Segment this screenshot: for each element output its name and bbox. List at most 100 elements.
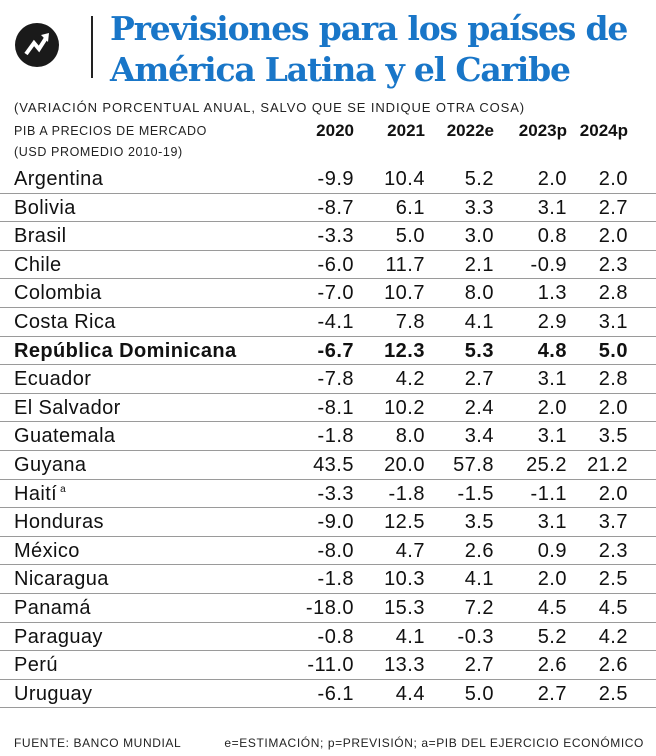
value-cell: -0.9: [530, 253, 567, 276]
value-cell: -3.3: [317, 482, 354, 505]
value-cell: 25.2: [526, 453, 567, 476]
country-label: Bolivia: [14, 196, 76, 219]
value-cell: -1.8: [317, 425, 354, 448]
value-cell: 12.5: [384, 511, 425, 534]
country-label: República Dominicana: [14, 339, 237, 362]
country-name: Panamá: [14, 597, 91, 620]
value-cell: 10.2: [384, 396, 425, 419]
source-note: FUENTE: BANCO MUNDIAL: [14, 736, 182, 750]
country-name: Guatemala: [14, 425, 115, 448]
data-table: Argentina -9.9 10.4 5.2 2.0 2.0 Bolivia -8.7 6.1…: [0, 165, 656, 709]
value-cell: -1.5: [457, 482, 494, 505]
value-cell: 5.0: [598, 339, 628, 362]
value-cell: -11.0: [307, 654, 354, 677]
header: Previsiones para los países de América L…: [0, 0, 656, 96]
value-cell: 43.5: [313, 453, 354, 476]
header-divider: [91, 16, 93, 78]
value-cell: -18.0: [305, 596, 354, 619]
value-cell: -9.9: [317, 168, 354, 190]
country-name: Nicaragua: [14, 568, 109, 591]
country-label: Paraguay: [14, 625, 103, 648]
value-cell: 2.7: [464, 654, 494, 677]
value-cell: 5.0: [464, 682, 494, 705]
country-name: México: [14, 540, 80, 563]
value-cell: 2.0: [598, 168, 628, 190]
value-cell: 7.8: [395, 310, 425, 333]
value-cell: 21.2: [587, 453, 628, 476]
value-cell: 3.1: [537, 511, 567, 534]
country-name: Ecuador: [14, 368, 91, 391]
country-label: Ecuador: [14, 368, 92, 391]
table-row: Bolivia -8.7 6.1 3.3 3.1 2.7: [0, 194, 656, 223]
value-cell: 20.0: [384, 453, 425, 476]
country-name: Guyana: [14, 454, 86, 477]
table-row: Haití a -3.3 -1.8 -1.5 -1.1 2.0: [0, 480, 656, 509]
value-cell: -1.8: [317, 568, 354, 591]
country-label: Costa Rica: [14, 310, 116, 333]
value-cell: 0.8: [537, 225, 567, 248]
value-cell: 3.7: [598, 511, 628, 534]
value-cell: 4.1: [464, 568, 494, 591]
value-cell: 10.3: [384, 568, 425, 591]
value-cell: 2.0: [598, 482, 628, 505]
table-row: Perú -11.0 13.3 2.7 2.6 2.6: [0, 651, 656, 680]
value-cell: 2.5: [598, 682, 628, 705]
year-header-2022e: 2022e: [446, 121, 494, 140]
value-cell: 10.7: [384, 282, 425, 305]
value-cell: -6.0: [317, 253, 354, 276]
value-cell: 4.1: [464, 310, 494, 333]
value-cell: 2.3: [598, 539, 628, 562]
value-cell: -0.8: [317, 625, 354, 648]
page-title: Previsiones para los países de América L…: [110, 8, 650, 90]
value-cell: 2.7: [537, 682, 567, 705]
table-row: Honduras -9.0 12.5 3.5 3.1 3.7: [0, 508, 656, 537]
value-cell: 2.8: [598, 282, 628, 305]
country-label: Guatemala: [14, 425, 116, 448]
value-cell: 2.6: [537, 654, 567, 677]
table-row: Nicaragua -1.8 10.3 4.1 2.0 2.5: [0, 565, 656, 594]
country-label: Argentina: [14, 168, 104, 190]
country-name: República Dominicana: [14, 340, 237, 363]
value-cell: -8.1: [317, 396, 354, 419]
subtitle: (VARIACIÓN PORCENTUAL ANUAL, SALVO QUE S…: [14, 100, 526, 115]
value-cell: 5.2: [537, 625, 567, 648]
value-cell: 2.1: [464, 253, 494, 276]
table-row: Ecuador -7.8 4.2 2.7 3.1 2.8: [0, 365, 656, 394]
value-cell: 2.0: [537, 568, 567, 591]
value-cell: 2.6: [464, 539, 494, 562]
country-name: Argentina: [14, 168, 103, 191]
country-label: Honduras: [14, 511, 104, 534]
value-cell: 15.3: [384, 596, 425, 619]
value-cell: -6.7: [317, 339, 354, 362]
value-cell: 2.7: [464, 368, 494, 391]
value-cell: 10.4: [384, 168, 425, 190]
value-cell: 4.5: [598, 596, 628, 619]
footnote-marker: a: [60, 483, 67, 495]
country-name: Chile: [14, 254, 62, 277]
country-name: Honduras: [14, 511, 104, 534]
value-cell: 4.8: [537, 339, 567, 362]
country-name: Perú: [14, 654, 58, 677]
table-row: Uruguay -6.1 4.4 5.0 2.7 2.5: [0, 680, 656, 709]
value-cell: 5.3: [464, 339, 494, 362]
value-cell: 3.5: [598, 425, 628, 448]
table-row: República Dominicana -6.7 12.3 5.3 4.8 5.0: [0, 337, 656, 366]
country-name: Colombia: [14, 282, 102, 305]
value-cell: 4.1: [395, 625, 425, 648]
country-label: Panamá: [14, 596, 91, 619]
value-cell: 2.0: [598, 225, 628, 248]
year-header-row: 2020 2021 2022e 2023p 2024p: [0, 121, 656, 143]
value-cell: 2.5: [598, 568, 628, 591]
value-cell: 1.3: [537, 282, 567, 305]
value-cell: 3.1: [537, 196, 567, 219]
value-cell: 5.0: [395, 225, 425, 248]
value-cell: -9.0: [317, 511, 354, 534]
value-cell: 2.0: [537, 396, 567, 419]
value-cell: 3.4: [464, 425, 494, 448]
year-header-2024p: 2024p: [579, 121, 628, 140]
table-row: Guatemala -1.8 8.0 3.4 3.1 3.5: [0, 422, 656, 451]
indicator-label: PIB A PRECIOS DE MERCADO (USD PROMEDIO 2…: [14, 121, 207, 163]
value-cell: 2.9: [537, 310, 567, 333]
value-cell: 57.8: [453, 453, 494, 476]
